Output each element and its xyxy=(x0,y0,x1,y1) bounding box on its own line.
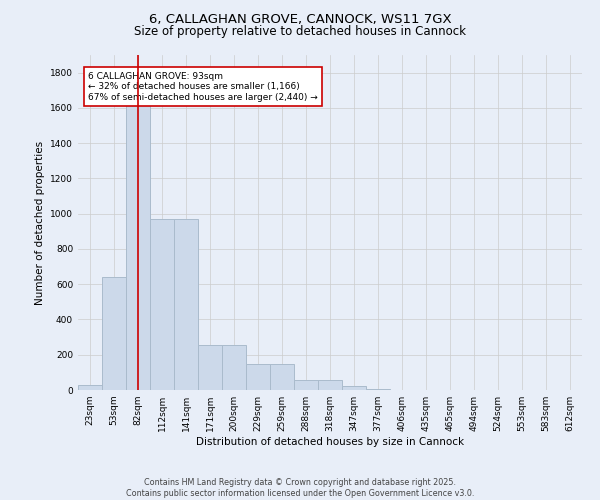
Bar xyxy=(318,380,342,390)
Bar xyxy=(174,219,198,390)
Bar xyxy=(222,345,246,390)
Bar xyxy=(102,277,126,390)
Text: Contains HM Land Registry data © Crown copyright and database right 2025.
Contai: Contains HM Land Registry data © Crown c… xyxy=(126,478,474,498)
Text: 6, CALLAGHAN GROVE, CANNOCK, WS11 7GX: 6, CALLAGHAN GROVE, CANNOCK, WS11 7GX xyxy=(149,12,451,26)
Text: Size of property relative to detached houses in Cannock: Size of property relative to detached ho… xyxy=(134,25,466,38)
X-axis label: Distribution of detached houses by size in Cannock: Distribution of detached houses by size … xyxy=(196,437,464,447)
Y-axis label: Number of detached properties: Number of detached properties xyxy=(35,140,44,304)
Bar xyxy=(126,101,150,390)
Bar xyxy=(150,219,174,390)
Bar xyxy=(78,384,102,390)
Bar xyxy=(198,345,222,390)
Text: 6 CALLAGHAN GROVE: 93sqm
← 32% of detached houses are smaller (1,166)
67% of sem: 6 CALLAGHAN GROVE: 93sqm ← 32% of detach… xyxy=(88,72,318,102)
Bar xyxy=(246,364,270,390)
Bar xyxy=(294,380,318,390)
Bar xyxy=(270,364,294,390)
Bar xyxy=(366,388,390,390)
Bar xyxy=(342,386,366,390)
